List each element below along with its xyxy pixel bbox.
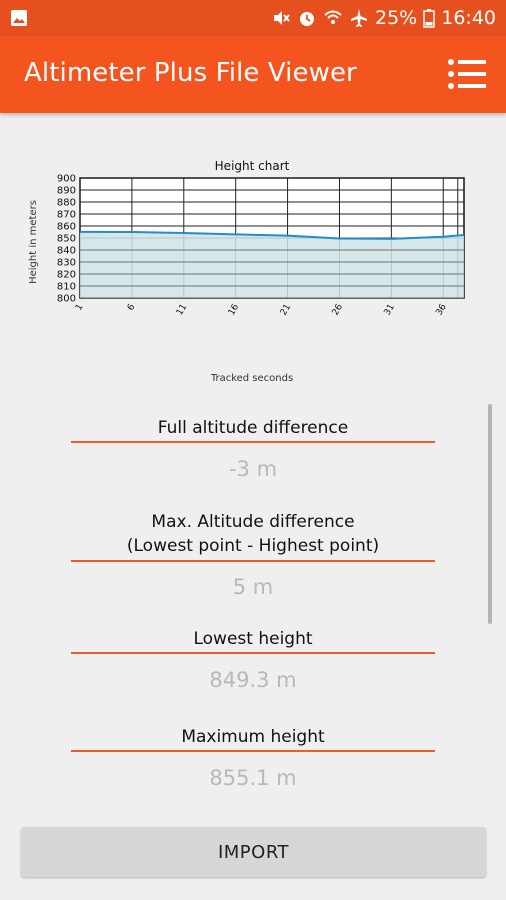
max-diff-label-line1: Max. Altitude difference [151, 512, 355, 532]
clock: 16:40 [441, 7, 496, 29]
y-tick-label: 850 [57, 234, 76, 245]
x-tick-label: 26 [331, 302, 346, 317]
x-axis-label: Tracked seconds [210, 373, 293, 384]
maximum-value: 855.1 m [209, 766, 297, 790]
battery-text: 25% [375, 7, 418, 29]
menu-icon[interactable] [448, 56, 486, 92]
y-tick-label: 860 [57, 222, 76, 233]
y-tick-label: 820 [57, 270, 76, 281]
height-chart: Height chart Height in meters Tracked se… [0, 150, 506, 390]
wifi-icon [323, 8, 343, 28]
y-tick-label: 840 [57, 246, 76, 257]
max-diff-section: Max. Altitude difference (Lowest point -… [0, 510, 506, 599]
lowest-label: Lowest height [193, 629, 313, 649]
x-tick-label: 1 [74, 303, 86, 313]
import-button[interactable]: IMPORT [21, 827, 486, 877]
x-tick-label: 36 [434, 302, 449, 317]
y-tick-label: 870 [57, 210, 76, 221]
app-title: Altimeter Plus File Viewer [24, 58, 357, 88]
x-tick-label: 21 [279, 303, 293, 318]
app-bar: Altimeter Plus File Viewer [0, 36, 506, 113]
max-diff-value: 5 m [232, 575, 274, 599]
y-axis-label: Height in meters [28, 200, 39, 284]
y-tick-label: 830 [57, 258, 76, 269]
scrollbar[interactable] [488, 404, 492, 624]
y-tick-label: 890 [57, 186, 76, 197]
x-tick-label: 16 [227, 302, 242, 317]
mute-icon [271, 8, 291, 28]
height-series-line [79, 230, 465, 240]
full-diff-value: -3 m [228, 457, 278, 481]
airplane-icon [349, 8, 369, 28]
full-diff-label: Full altitude difference [157, 418, 349, 438]
max-diff-label-line2: (Lowest point - Highest point) [126, 536, 380, 556]
divider [71, 750, 435, 752]
y-tick-label: 900 [57, 174, 76, 185]
divider [71, 652, 435, 654]
y-tick-label: 810 [57, 282, 76, 293]
maximum-label: Maximum height [181, 727, 325, 747]
height-series-area [80, 231, 464, 298]
maximum-height-section: Maximum height 855.1 m [0, 725, 506, 790]
full-altitude-section: Full altitude difference -3 m [0, 416, 506, 481]
image-icon [10, 9, 28, 31]
x-tick-label: 6 [126, 302, 138, 312]
chart-title: Height chart [215, 159, 290, 173]
x-tick-label: 31 [383, 303, 397, 318]
y-tick-label: 800 [57, 294, 76, 305]
divider [71, 560, 435, 562]
lowest-height-section: Lowest height 849.3 m [0, 627, 506, 692]
alarm-icon [297, 8, 317, 28]
status-bar: 25% 16:40 [0, 0, 506, 36]
lowest-value: 849.3 m [209, 668, 297, 692]
battery-icon [423, 8, 435, 28]
y-tick-label: 880 [57, 198, 76, 209]
divider [71, 441, 435, 443]
x-tick-label: 11 [175, 303, 189, 318]
